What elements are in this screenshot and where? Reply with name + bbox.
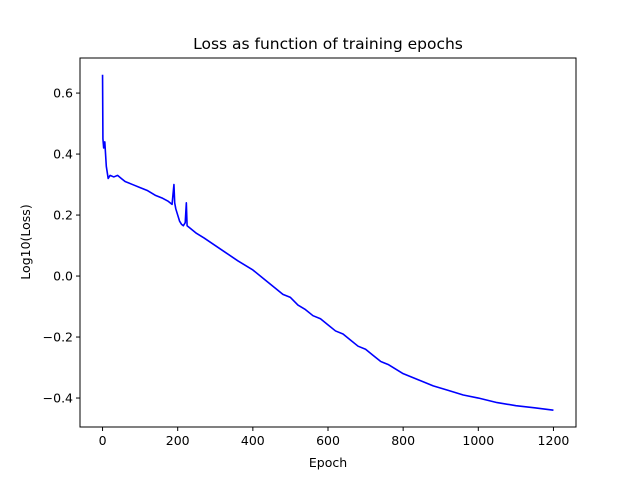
plot-background [80, 58, 576, 427]
x-tick-label: 800 [391, 433, 415, 448]
x-tick-label: 0 [99, 433, 107, 448]
x-tick-label: 200 [166, 433, 190, 448]
chart-title: Loss as function of training epochs [193, 35, 463, 53]
x-tick-label: 400 [241, 433, 265, 448]
y-tick-label: −0.4 [43, 391, 73, 406]
x-axis-ticks: 0 200 400 600 800 1000 1200 [99, 427, 570, 448]
series-line-0 [101, 74, 554, 412]
y-tick-label: 0.0 [53, 269, 73, 284]
y-tick-label: 0.6 [53, 86, 73, 101]
x-tick-label: 1200 [538, 433, 570, 448]
x-axis-label: Epoch [309, 455, 347, 470]
y-tick-label: 0.4 [53, 147, 73, 162]
y-axis-label: Log10(Loss) [18, 204, 33, 279]
y-axis-ticks: −0.4 −0.2 0.0 0.2 0.4 0.6 [43, 86, 80, 406]
series-layer [101, 74, 554, 412]
y-tick-label: 0.2 [53, 208, 73, 223]
x-tick-label: 600 [316, 433, 340, 448]
x-tick-label: 1000 [462, 433, 494, 448]
y-tick-label: −0.2 [43, 330, 73, 345]
